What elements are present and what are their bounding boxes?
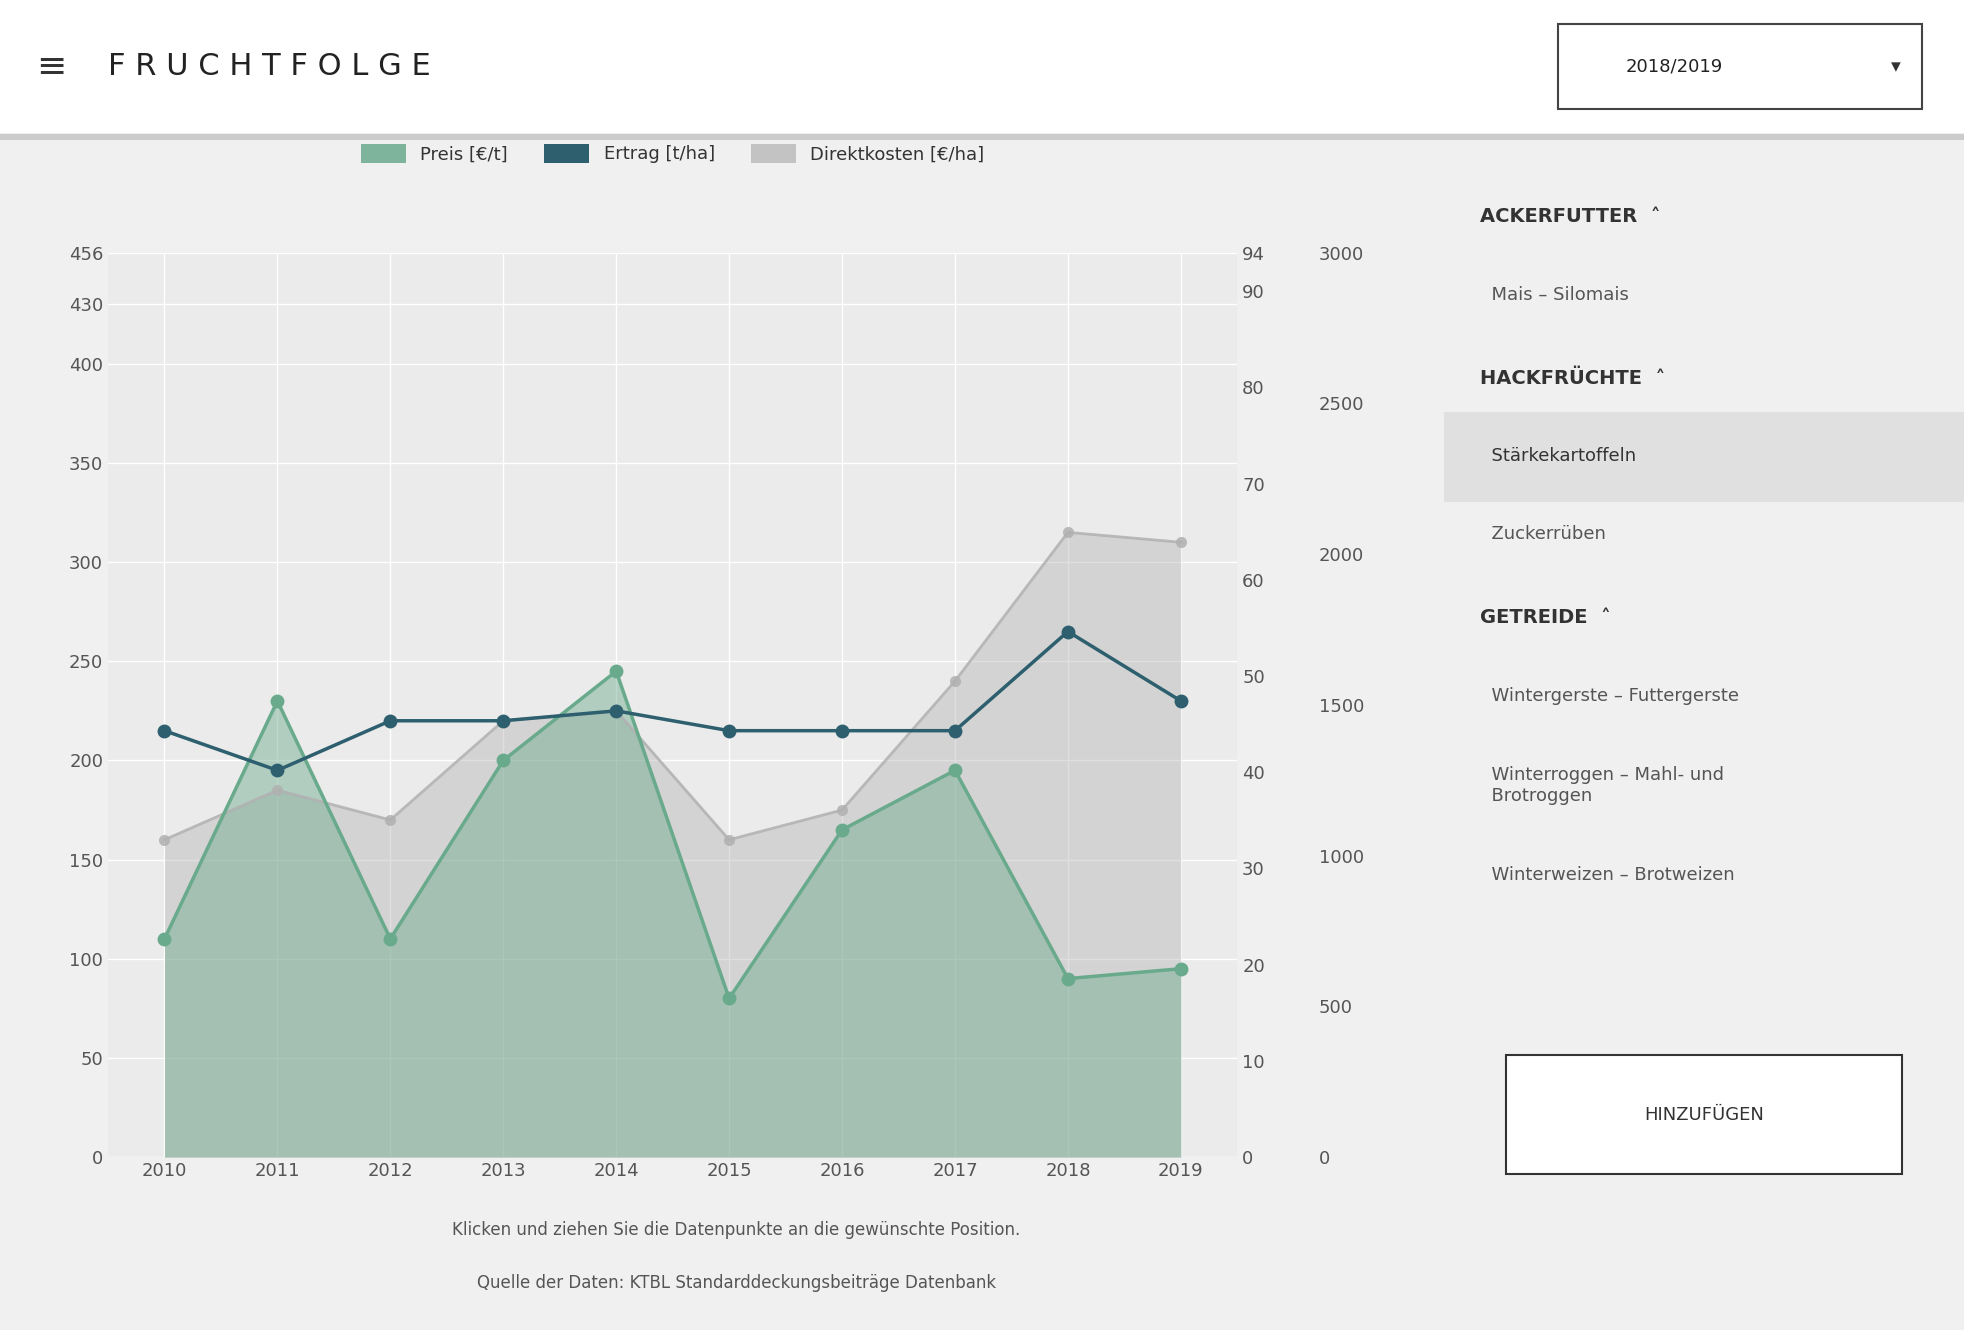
- FancyBboxPatch shape: [1506, 1055, 1901, 1174]
- FancyBboxPatch shape: [1557, 24, 1923, 109]
- FancyBboxPatch shape: [1444, 412, 1964, 501]
- Text: Quelle der Daten: KTBL Standarddeckungsbeiträge Datenbank: Quelle der Daten: KTBL Standarddeckungsb…: [477, 1274, 996, 1293]
- Text: F R U C H T F O L G E: F R U C H T F O L G E: [108, 52, 430, 81]
- Text: Winterweizen – Brotweizen: Winterweizen – Brotweizen: [1481, 866, 1734, 884]
- Text: ACKERFUTTER  ˄: ACKERFUTTER ˄: [1481, 207, 1660, 226]
- Text: HINZUFÜGEN: HINZUFÜGEN: [1644, 1105, 1764, 1124]
- Text: 2018/2019: 2018/2019: [1626, 57, 1722, 76]
- Text: Mais – Silomais: Mais – Silomais: [1481, 286, 1628, 303]
- Text: Winterroggen – Mahl- und
  Brotroggen: Winterroggen – Mahl- und Brotroggen: [1481, 766, 1724, 805]
- Legend: Preis [€/t], Ertrag [t/ha], Direktkosten [€/ha]: Preis [€/t], Ertrag [t/ha], Direktkosten…: [352, 136, 994, 173]
- Text: ≡: ≡: [35, 49, 67, 84]
- Text: Wintergerste – Futtergerste: Wintergerste – Futtergerste: [1481, 686, 1738, 705]
- Text: GETREIDE  ˄: GETREIDE ˄: [1481, 608, 1610, 628]
- Text: Stärkekartoffeln: Stärkekartoffeln: [1481, 447, 1636, 466]
- Text: HACKFRÜCHTE  ˄: HACKFRÜCHTE ˄: [1481, 368, 1665, 388]
- Text: Zuckerrüben: Zuckerrüben: [1481, 525, 1607, 543]
- Text: ▾: ▾: [1891, 57, 1901, 76]
- Text: Klicken und ziehen Sie die Datenpunkte an die gewünschte Position.: Klicken und ziehen Sie die Datenpunkte a…: [452, 1221, 1021, 1240]
